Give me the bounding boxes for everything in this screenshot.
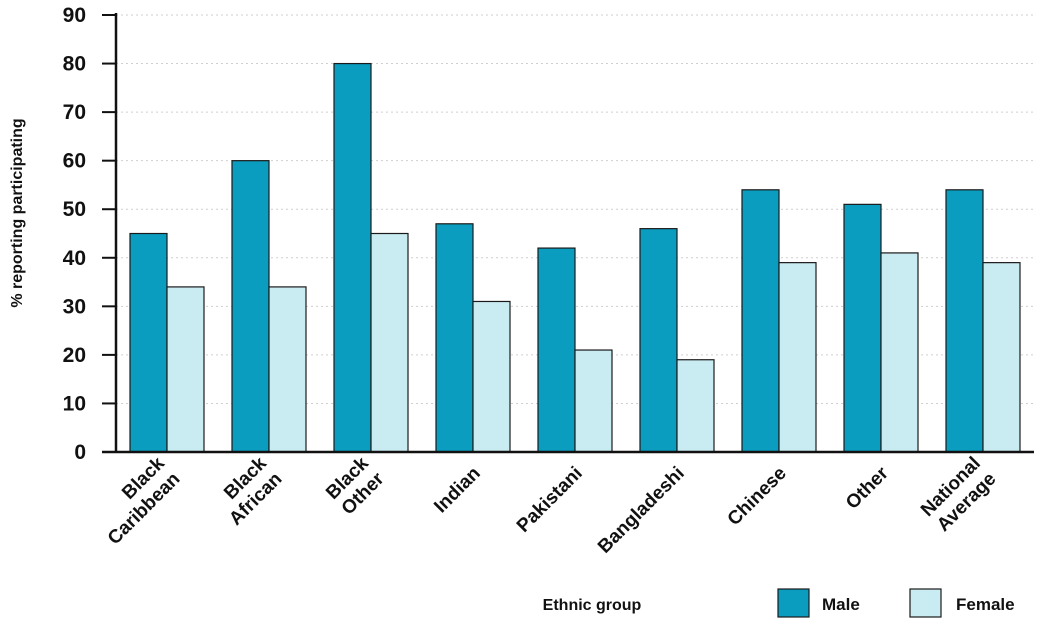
bar-male-4 [537, 247, 576, 453]
axes [102, 13, 1034, 454]
y-tick-label: 70 [63, 101, 86, 124]
y-tick-label: 10 [63, 392, 86, 415]
legend-swatch-female [909, 588, 942, 618]
bar-female-2 [370, 232, 409, 453]
bar-male-7 [843, 203, 882, 453]
x-category-label-line: Chinese [724, 463, 791, 530]
legend-swatch-male [777, 588, 810, 618]
x-category-label: Indian [430, 463, 484, 517]
bar-male-1 [231, 160, 270, 453]
x-category-label-line: Indian [430, 463, 484, 517]
bar-female-1 [268, 286, 307, 453]
x-category-label-line: Other [842, 463, 893, 514]
bar-male-0 [129, 232, 168, 453]
bar-male-5 [639, 228, 678, 453]
x-category-label: NationalAverage [917, 453, 1000, 536]
bar-female-4 [574, 349, 613, 453]
x-category-label-line: Bangladeshi [594, 463, 689, 558]
bar-female-8 [982, 262, 1021, 453]
bar-female-5 [676, 359, 715, 453]
y-tick-labels: 0 10 20 30 40 50 60 70 80 90 [63, 4, 86, 464]
x-category-label: Bangladeshi [594, 463, 689, 558]
bar-male-3 [435, 223, 474, 453]
x-category-label: Pakistani [513, 463, 587, 537]
x-category-label: Other [842, 463, 893, 514]
legend: Male Female [777, 588, 1015, 618]
y-tick-label: 20 [63, 344, 86, 367]
x-category-label-line: Pakistani [513, 463, 587, 537]
bar-male-6 [741, 189, 780, 453]
bar-female-6 [778, 262, 817, 453]
bar-male-8 [945, 189, 984, 453]
bars [129, 62, 1021, 453]
y-tick-label: 50 [63, 198, 86, 221]
x-category-label: BlackAfrican [210, 453, 287, 530]
y-tick-label: 30 [63, 295, 86, 318]
bar-female-0 [166, 286, 205, 453]
y-tick-label: 80 [63, 53, 86, 76]
y-tick-label: 0 [74, 441, 86, 464]
x-category-labels: BlackCaribbean BlackAfrican BlackOther Indi… [88, 453, 1001, 558]
bar-female-3 [472, 300, 511, 453]
y-axis-title: % reporting participating [9, 118, 26, 307]
bar-male-2 [333, 62, 372, 453]
legend-label-male: Male [822, 595, 860, 614]
y-tick-label: 90 [63, 4, 86, 27]
bar-female-7 [880, 252, 919, 453]
x-category-label: BlackCaribbean [88, 453, 184, 549]
x-axis-title: Ethnic group [543, 597, 642, 614]
legend-label-female: Female [956, 595, 1015, 614]
x-category-label: BlackOther [322, 453, 389, 520]
y-tick-label: 60 [63, 150, 86, 173]
y-tick-label: 40 [63, 247, 86, 270]
x-category-label: Chinese [724, 463, 791, 530]
